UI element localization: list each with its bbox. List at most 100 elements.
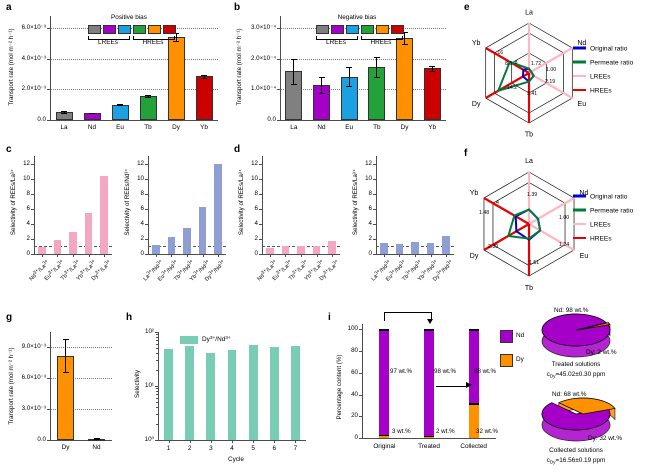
y-tick-label: 1.0×10⁻⁴ bbox=[250, 85, 276, 93]
error-cap-bottom bbox=[318, 93, 325, 95]
legend-swatch-selectivity bbox=[180, 336, 198, 344]
x-tick-label: Original bbox=[373, 443, 396, 450]
radar-tick-label: 4 bbox=[496, 200, 499, 206]
error-cap-bottom bbox=[290, 83, 297, 85]
y-tick-label: 0.0 bbox=[267, 116, 276, 123]
cap-top bbox=[468, 329, 479, 331]
y-axis bbox=[280, 16, 282, 121]
y-tick bbox=[46, 347, 50, 349]
radar-legend-label: Original ratio bbox=[590, 46, 628, 53]
x-tick-label: Nd bbox=[87, 124, 97, 131]
radar-legend-label: HREEs bbox=[590, 236, 612, 243]
pie-treated-slice-Dy bbox=[577, 322, 611, 331]
error-bar-group bbox=[290, 16, 297, 120]
error-bar-line bbox=[431, 65, 433, 71]
y-axis bbox=[34, 156, 36, 255]
brace-lrees bbox=[88, 36, 130, 40]
x-tick-label: Collected bbox=[460, 443, 487, 450]
error-cap-top bbox=[346, 66, 353, 68]
radar-axis-label-Tb: Tb bbox=[525, 132, 533, 139]
y-minor-tick bbox=[156, 369, 158, 371]
y-tick bbox=[276, 28, 280, 30]
y-tick bbox=[359, 372, 362, 374]
x-tick-label: Eu bbox=[345, 124, 354, 131]
error-bar-group bbox=[429, 16, 436, 120]
y-tick-label: 6 bbox=[254, 204, 258, 212]
radar-value-label: 1.39 bbox=[527, 192, 537, 198]
y-tick-label: 10 bbox=[137, 174, 144, 182]
panel-c-left-plot: 0 2 4 6 8 10 12 Nd3+/La3+ Eu3+/La3+ Tb3+/La3+ Yb3+… bbox=[23, 156, 112, 282]
bar-2 bbox=[411, 242, 419, 254]
pie-treated bbox=[541, 313, 611, 358]
bar-3 bbox=[198, 206, 207, 254]
cap-top bbox=[379, 329, 390, 331]
y-tick bbox=[259, 178, 262, 180]
x-tick bbox=[269, 254, 271, 257]
panel-h-label: h bbox=[126, 312, 133, 323]
radar-axis-label-Dy: Dy bbox=[470, 253, 479, 260]
panel-a-label: a bbox=[6, 2, 12, 13]
x-tick bbox=[41, 254, 43, 257]
legend-swatch bbox=[88, 25, 101, 34]
x-tick bbox=[155, 254, 157, 257]
gridline bbox=[280, 58, 446, 60]
y-tick-label: 3.0×10⁻⁴ bbox=[250, 24, 276, 32]
radar-spoke-Yb bbox=[485, 47, 530, 74]
y-axis bbox=[262, 156, 264, 255]
x-tick bbox=[383, 254, 385, 257]
gridline bbox=[50, 347, 112, 349]
y-tick-label: 0 bbox=[26, 250, 30, 257]
stack-dy-Original bbox=[379, 434, 390, 438]
y-tick-label: 4.0×10⁻³ bbox=[21, 54, 46, 62]
y-tick bbox=[31, 193, 34, 195]
y-tick bbox=[46, 409, 50, 411]
panel-d-label: d bbox=[234, 144, 241, 155]
y-tick bbox=[373, 178, 376, 180]
y-tick-label: 0 bbox=[140, 250, 144, 257]
y-tick bbox=[145, 254, 148, 255]
x-tick bbox=[104, 254, 106, 257]
brace-hrees bbox=[133, 36, 175, 40]
y-minor-tick bbox=[156, 343, 158, 345]
legend-swatch bbox=[391, 25, 404, 34]
error-cap-top bbox=[89, 112, 95, 114]
bar-cycle-3 bbox=[206, 352, 216, 440]
error-bar-line bbox=[376, 56, 378, 78]
annotation-1: 3 wt.% bbox=[392, 428, 411, 435]
legend-swatch bbox=[331, 25, 344, 34]
gridline bbox=[280, 89, 446, 91]
radar-value-label: 14.2 bbox=[507, 85, 517, 91]
y-tick bbox=[276, 120, 280, 121]
pie-collected-caption: Collected solutions bbox=[549, 447, 603, 454]
radar-legend-label: Permeate ratio bbox=[590, 60, 634, 67]
bar-4 bbox=[442, 235, 450, 254]
x-tick-label: 1 bbox=[166, 445, 171, 452]
legend-title: Positive bias bbox=[111, 14, 147, 21]
panel-h-plot: 10⁰ 10¹ 10² 1 2 3 4 5 6 7 Dy3+/Nd3+ bbox=[145, 328, 306, 452]
y-tick-label: 6 bbox=[140, 204, 144, 212]
x-tick-label: La bbox=[60, 124, 68, 131]
error-cap-top bbox=[201, 75, 207, 77]
brace-hrees bbox=[361, 36, 403, 40]
error-cap-bottom bbox=[145, 97, 151, 99]
error-cap-bottom bbox=[373, 77, 380, 79]
y-axis bbox=[376, 156, 378, 255]
x-tick-label: 3 bbox=[209, 445, 213, 452]
x-tick-label: Dy bbox=[172, 124, 180, 131]
y-tick bbox=[154, 440, 158, 441]
y-minor-tick bbox=[156, 348, 158, 350]
error-cap-bottom bbox=[429, 70, 436, 72]
bracket-original-treated bbox=[384, 312, 432, 321]
y-minor-tick bbox=[156, 337, 158, 339]
x-tick bbox=[295, 440, 297, 443]
error-bar-group bbox=[62, 332, 69, 440]
error-bar-group bbox=[93, 332, 100, 441]
radar-legend-label: LREEs bbox=[590, 74, 611, 81]
x-tick-label: Yb bbox=[200, 124, 208, 131]
y-minor-tick bbox=[156, 407, 158, 409]
error-cap-top bbox=[318, 76, 325, 78]
stack-nd-Original bbox=[379, 329, 390, 435]
radar-spoke-Nd bbox=[528, 47, 573, 74]
x-tick-label: Nd bbox=[317, 124, 326, 131]
legend-group-lrees: LREEs bbox=[98, 39, 118, 46]
